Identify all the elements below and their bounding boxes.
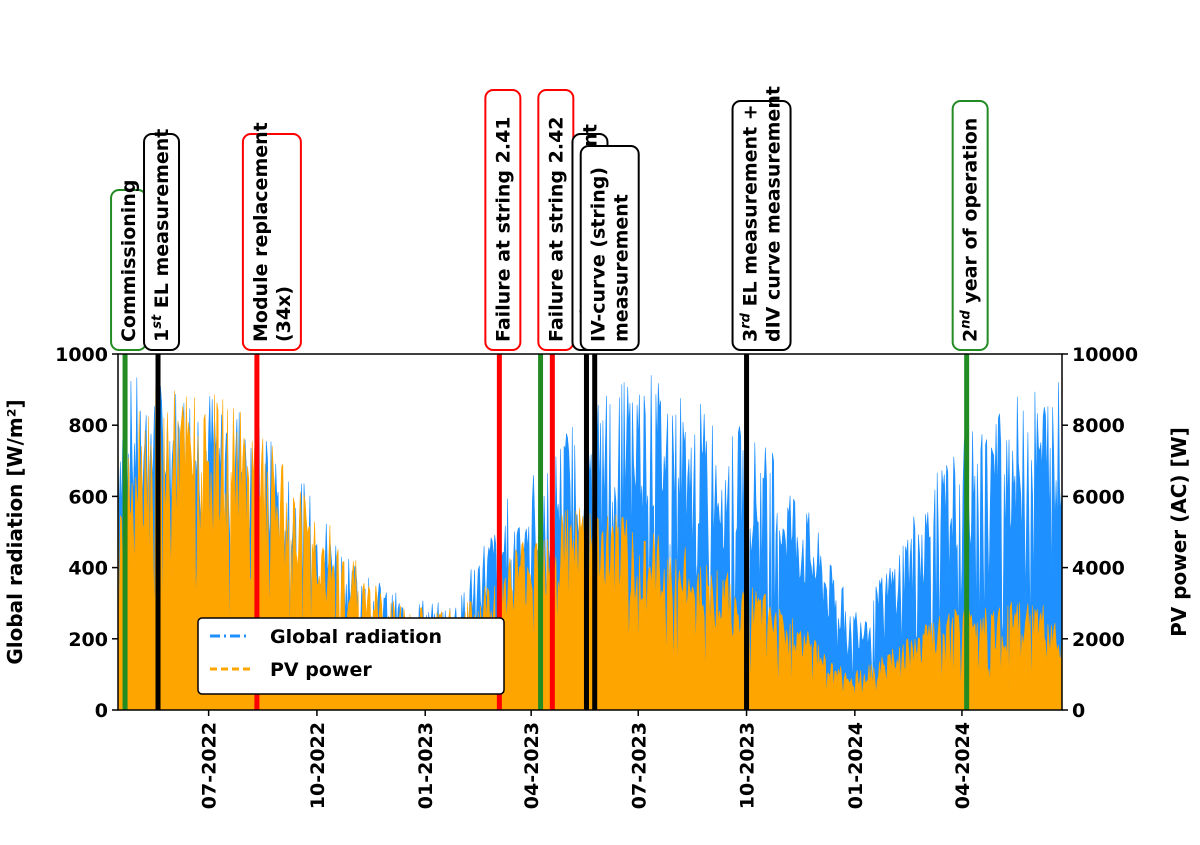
y-right-tick-label: 8000: [1072, 415, 1125, 437]
y-left-tick-label: 400: [68, 558, 108, 580]
x-tick-label: 04-2023: [521, 722, 543, 809]
event-label-2: Module replacement: [250, 122, 272, 342]
event-label-1: 1st EL measurement: [150, 129, 173, 342]
event-label-9: 2nd year of operation: [959, 118, 982, 342]
event-label-7: measurement: [611, 194, 633, 342]
event-label-2: (34x): [273, 286, 295, 342]
x-tick-label: 10-2022: [307, 722, 329, 809]
event-label-5: Failure at string 2.42: [545, 116, 567, 342]
y-right-tick-label: 4000: [1072, 558, 1125, 580]
event-label-8: dIV curve measurement: [763, 86, 785, 342]
event-markers: Commissioning 1st EL measurement Module re…: [110, 86, 989, 710]
event-label-7: IV-curve (string): [588, 167, 610, 342]
y-right-tick-label: 0: [1072, 700, 1085, 722]
event-box-8: [731, 100, 792, 351]
event-label-0: Commissioning: [118, 180, 140, 342]
event-box-9: [951, 100, 989, 351]
legend-box: [197, 617, 505, 695]
y-left-axis-title: Global radiation [W/m²]: [3, 399, 27, 664]
x-tick-label: 04-2024: [952, 722, 974, 809]
y-left-tick-label: 600: [68, 486, 108, 508]
event-label-8: 3rd EL measurement +: [739, 104, 762, 342]
legend: Global radiation PV power: [197, 617, 505, 695]
event-label-3: Failure at string 2.41: [492, 116, 514, 342]
x-tick-label: 07-2022: [199, 722, 221, 809]
legend-label-0: Global radiation: [270, 626, 442, 648]
event-box-3: [484, 89, 522, 351]
y-right-tick-label: 6000: [1072, 486, 1125, 508]
x-tick-label: 01-2023: [415, 722, 437, 809]
plot-frame: [117, 353, 1063, 711]
legend-label-1: PV power: [270, 659, 372, 681]
x-tick-label: 01-2024: [845, 722, 867, 809]
y-left-tick-label: 800: [68, 415, 108, 437]
y-right-axis-title: PV power (AC) [W]: [1167, 427, 1191, 637]
y-left-tick-label: 200: [68, 629, 108, 651]
y-right-tick-label: 2000: [1072, 629, 1125, 651]
event-box-1: [143, 133, 181, 351]
axes: 0200400600800100002000400060008000100000…: [3, 344, 1191, 809]
x-tick-label: 07-2023: [628, 722, 650, 809]
y-left-tick-label: 0: [95, 700, 108, 722]
event-box-2: [241, 133, 302, 351]
x-tick-label: 10-2023: [737, 722, 759, 809]
y-left-tick-label: 1000: [55, 344, 108, 366]
y-right-tick-label: 10000: [1072, 344, 1138, 366]
event-box-7: [579, 145, 640, 351]
